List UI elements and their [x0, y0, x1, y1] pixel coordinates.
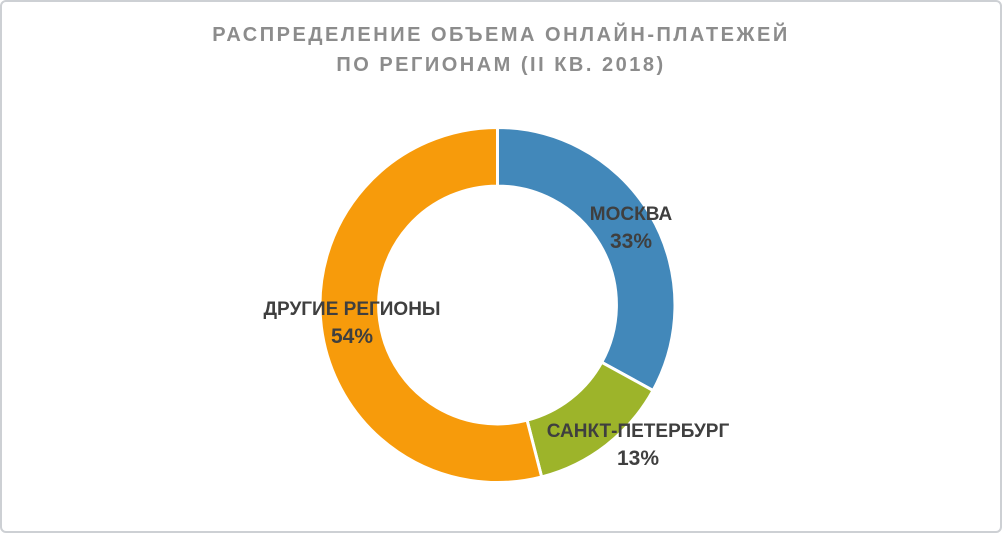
slice-label-others-percent: 54%: [330, 325, 374, 348]
chart-title-line2: ПО РЕГИОНАМ (II КВ. 2018): [336, 54, 666, 76]
chart-title-line1: РАСПРЕДЕЛЕНИЕ ОБЪЕМА ОНЛАЙН-ПЛАТЕЖЕЙ: [212, 24, 790, 46]
donut-slice-другие регионы: [318, 125, 544, 484]
slice-label-spb-name: САНКТ-ПЕТЕРБУРГ: [546, 421, 730, 442]
slice-label-moscow-name: МОСКВА: [589, 204, 673, 225]
slice-label-spb-percent: 13%: [616, 447, 660, 470]
slice-label-others-name: ДРУГИЕ РЕГИОНЫ: [263, 299, 441, 320]
slice-label-others: ДРУГИЕ РЕГИОНЫ 54%: [263, 297, 440, 351]
slice-label-moscow: МОСКВА 33%: [590, 202, 672, 256]
slice-label-moscow-percent: 33%: [609, 230, 653, 253]
donut-slice-москва: [496, 125, 677, 393]
chart-title: РАСПРЕДЕЛЕНИЕ ОБЪЕМА ОНЛАЙН-ПЛАТЕЖЕЙ ПО …: [2, 20, 1000, 80]
slice-label-spb: САНКТ-ПЕТЕРБУРГ 13%: [547, 419, 729, 473]
